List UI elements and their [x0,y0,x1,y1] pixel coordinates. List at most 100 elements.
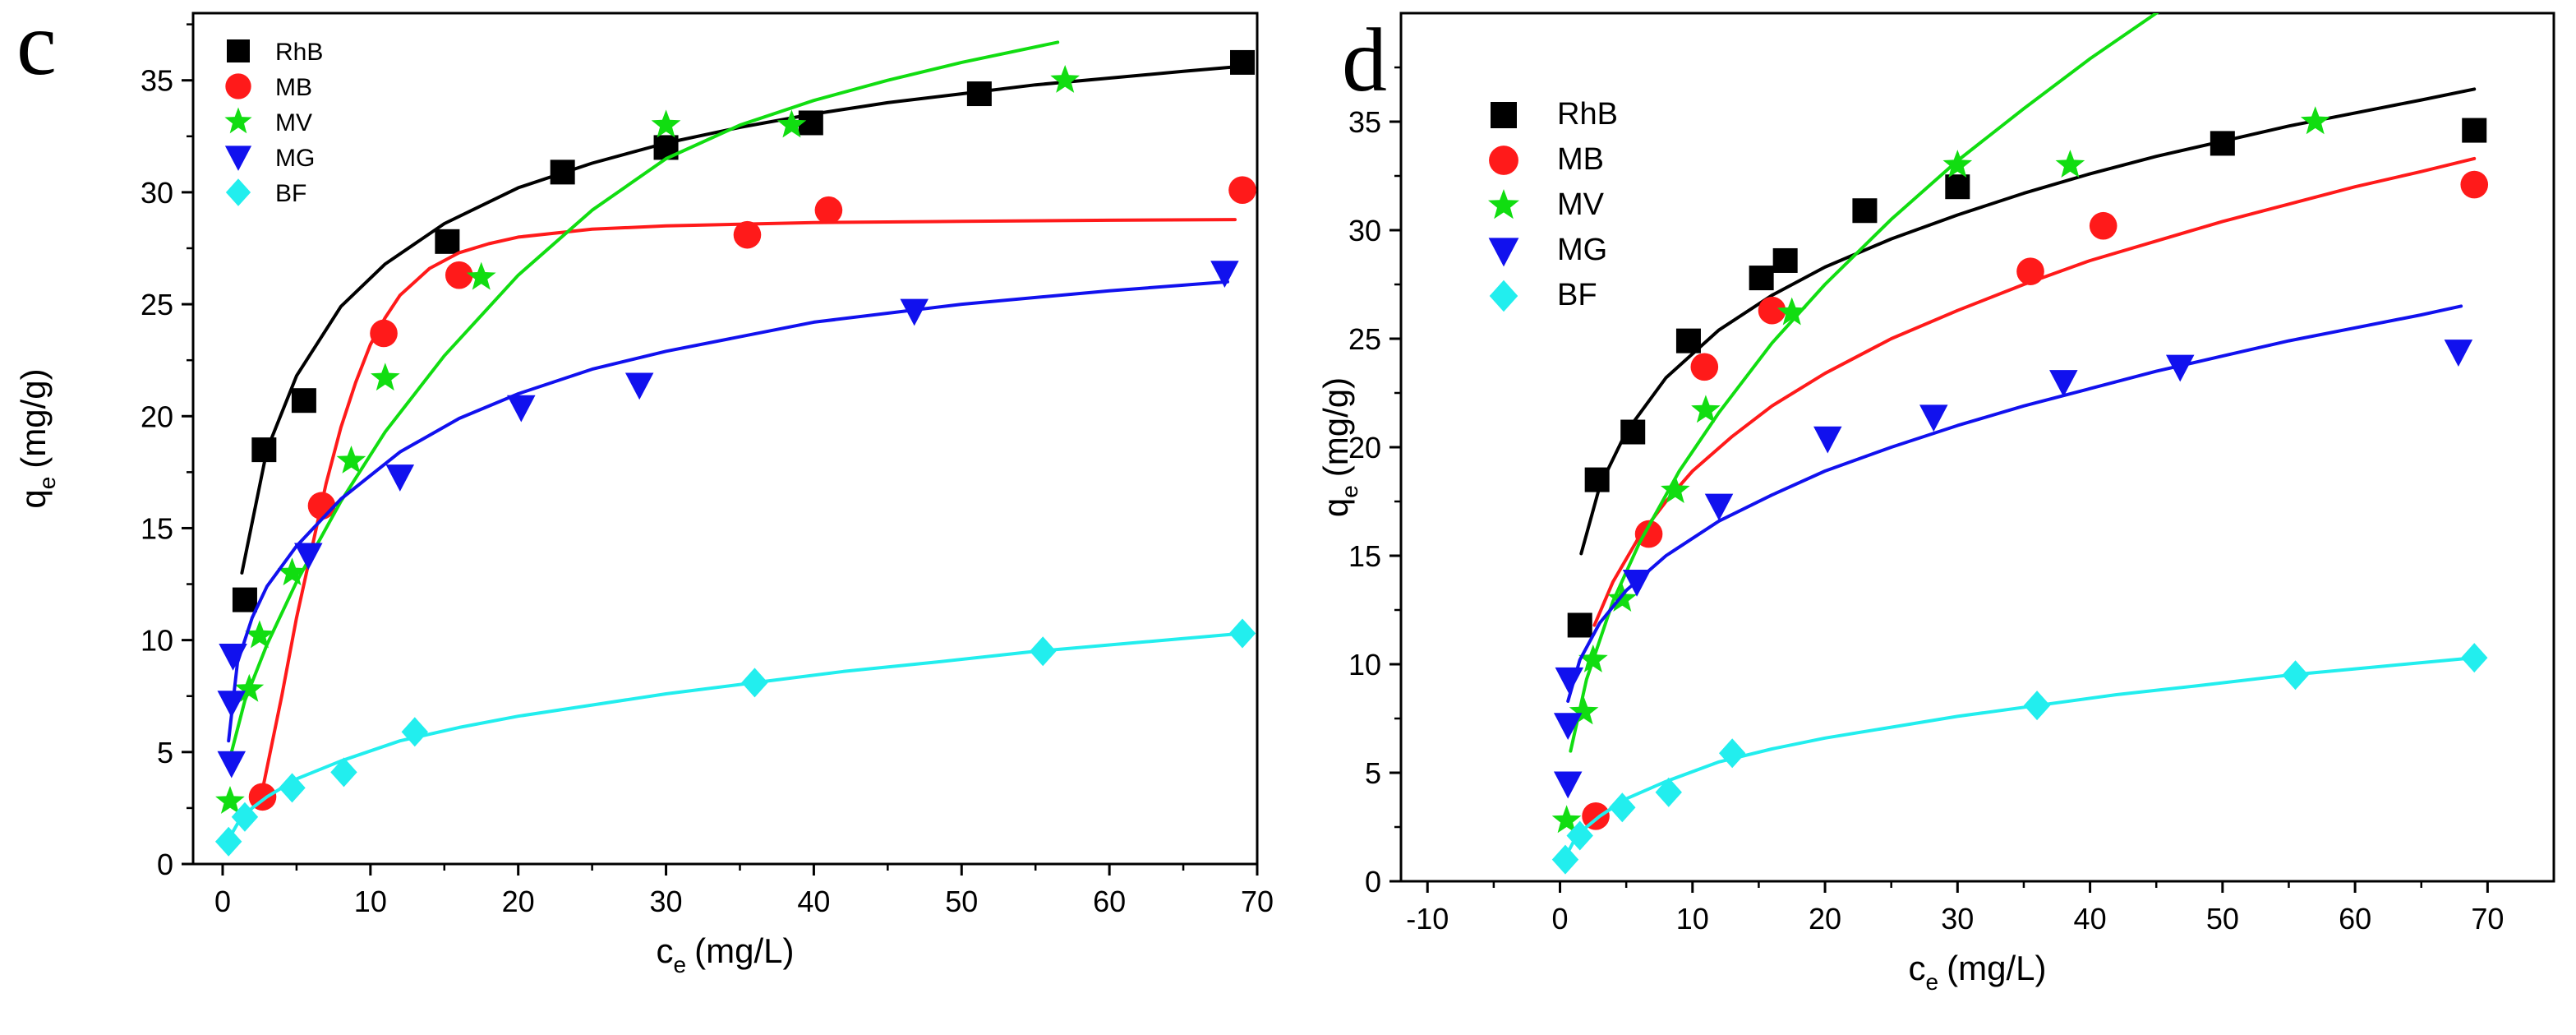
data-point-mb [1690,353,1719,381]
legend-marker-mb [225,73,251,99]
data-point-mv [277,557,307,586]
data-point-mg [1813,426,1842,454]
panel-label: c [16,0,57,94]
data-point-bf [401,717,428,747]
data-point-rhb [1675,328,1701,353]
series-mv [1551,13,2330,834]
data-point-rhb [966,81,992,107]
legend-label-rhb: RhB [275,39,323,66]
data-point-bf [330,757,357,788]
legend: RhB MB MV MG BF [1488,97,1618,312]
y-axis-symbol: q [14,489,53,508]
data-point-rhb [1230,49,1256,75]
data-point-mv [215,786,245,814]
fit-line-mg [227,280,1229,743]
data-point-bf [279,773,306,803]
data-point-mv [1569,696,1599,725]
data-point-bf [1551,844,1579,875]
x-axis-title: ce (mg/L) [657,931,795,977]
data-point-rhb [1567,612,1592,638]
data-point-rhb [1749,266,1774,291]
data-point-mb [733,220,762,249]
x-axis-unit: (mg/L) [694,931,794,970]
x-axis-symbol: c [1909,949,1926,987]
data-point-bf [2461,643,2488,673]
y-tick-label: 5 [157,736,173,769]
data-point-mv [2300,106,2330,135]
data-point-rhb [1772,247,1798,273]
x-tick-label: 10 [354,885,387,918]
x-tick-label: 40 [797,885,830,918]
data-point-mv [234,673,265,702]
data-point-rhb [291,388,316,414]
x-tick-label: 40 [2074,902,2107,936]
data-point-mg [1553,713,1583,741]
fit-line-mb [1592,156,2477,627]
data-point-mg [385,464,415,492]
data-point-mg [507,395,536,423]
x-axis-symbol: c [657,931,674,970]
data-point-mb [2089,211,2117,240]
data-point-rhb [232,587,257,612]
data-point-mb [1758,296,1786,325]
legend-label-mb: MB [275,74,312,101]
data-point-mb [1228,176,1256,204]
series-bf [1551,643,2488,875]
data-point-mv [776,109,807,138]
y-axis-subscript: e [1337,485,1362,498]
data-point-mg [217,691,247,718]
x-tick-label: 20 [502,885,535,918]
data-point-bf [1718,738,1746,769]
data-point-bf [741,668,768,698]
data-point-mv [466,261,496,290]
data-point-rhb [1584,467,1610,492]
x-axis-subscript: e [1926,969,1939,995]
y-axis-symbol: q [1316,498,1355,517]
data-point-bf [1609,792,1636,823]
data-point-rhb [2462,118,2487,143]
data-point-mg [2444,340,2473,367]
y-axis-unit: (mg/g) [1316,377,1355,477]
data-point-bf [1566,820,1593,851]
y-tick-label: 0 [1365,865,1381,899]
x-tick-label: -10 [1406,902,1449,936]
y-tick-label: 5 [1365,756,1381,790]
legend-marker-mg [224,146,252,171]
data-point-bf [1228,618,1256,649]
legend-marker-rhb [1491,102,1517,128]
y-axis-unit: (mg/g) [14,368,53,468]
y-axis-title: qe (mg/g) [1316,377,1362,517]
data-point-rhb [1945,174,1970,200]
x-tick-label: 50 [945,885,978,918]
y-axis-subscript: e [35,477,60,490]
data-point-mv [651,109,681,138]
data-point-rhb [1852,198,1878,224]
fit-line-rhb [1579,87,2477,556]
y-tick-label: 35 [141,64,173,98]
panel-label: d [1342,10,1387,110]
data-point-mg [1553,771,1583,799]
series-mg [217,261,1239,779]
legend-marker-mv [1488,189,1519,219]
x-tick-label: 60 [1093,885,1126,918]
x-axis-unit: (mg/L) [1947,949,2046,987]
plot-area [214,40,1256,857]
data-point-mv [1551,805,1582,834]
legend-label-bf: BF [1557,278,1597,312]
y-tick-label: 35 [1348,105,1381,139]
data-point-mv [1776,297,1807,326]
x-axis-title: ce (mg/L) [1909,949,2047,995]
fit-line-mv [229,40,1060,754]
legend-marker-mv [224,107,252,134]
data-point-mg [294,543,323,571]
data-point-mv [1050,65,1080,93]
data-point-rhb [1620,419,1646,445]
data-point-mb [445,261,473,289]
data-point-rhb [2210,131,2235,156]
x-tick-label: 20 [1809,902,1841,936]
data-point-rhb [251,437,277,463]
data-point-mg [900,298,929,326]
